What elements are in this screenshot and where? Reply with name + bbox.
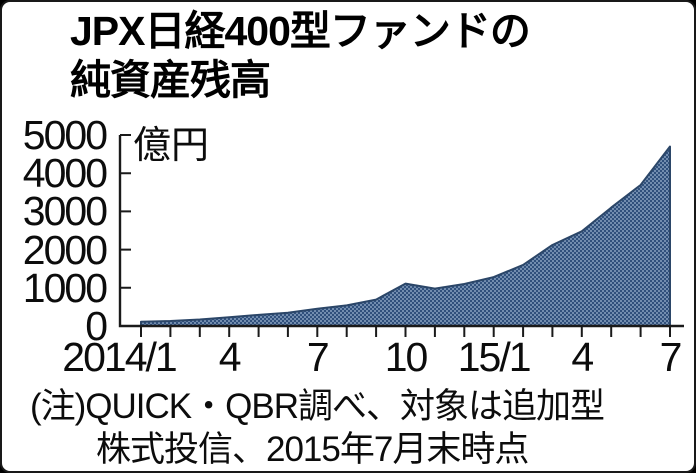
source-note: (注)QUICK・QBR調べ、対象は追加型 株式投信、2015年7月末時点 <box>30 385 605 471</box>
x-tick-label: 7 <box>659 334 683 380</box>
chart-title-line1: JPX日経400型ファンドの <box>70 8 531 54</box>
x-tick-label: 7 <box>306 334 330 380</box>
y-tick-label: 3000 <box>22 188 108 235</box>
x-tick-label: 2014/1 <box>62 334 177 380</box>
y-tick-label: 1000 <box>22 264 108 311</box>
x-tick-label: 4 <box>571 334 594 380</box>
source-note-line2: 株式投信、2015年7月末時点 <box>96 430 529 469</box>
chart-title: JPX日経400型ファンドの 純資産残高 <box>70 7 531 105</box>
y-tick-label: 5000 <box>22 112 108 158</box>
y-tick-label: 4000 <box>22 150 108 197</box>
axis-ticks <box>120 134 671 337</box>
x-tick-label: 15/1 <box>457 334 532 380</box>
y-axis-unit-label: 億円 <box>133 125 210 167</box>
y-tick-label: 0 <box>85 303 108 349</box>
source-note-line1: (注)QUICK・QBR調べ、対象は追加型 <box>30 387 605 426</box>
y-tick-label: 2000 <box>22 226 108 273</box>
x-tick-label: 4 <box>218 334 242 380</box>
chart-title-line2: 純資産残高 <box>70 57 271 103</box>
x-tick-label: 10 <box>384 334 429 380</box>
area-series <box>140 145 671 327</box>
